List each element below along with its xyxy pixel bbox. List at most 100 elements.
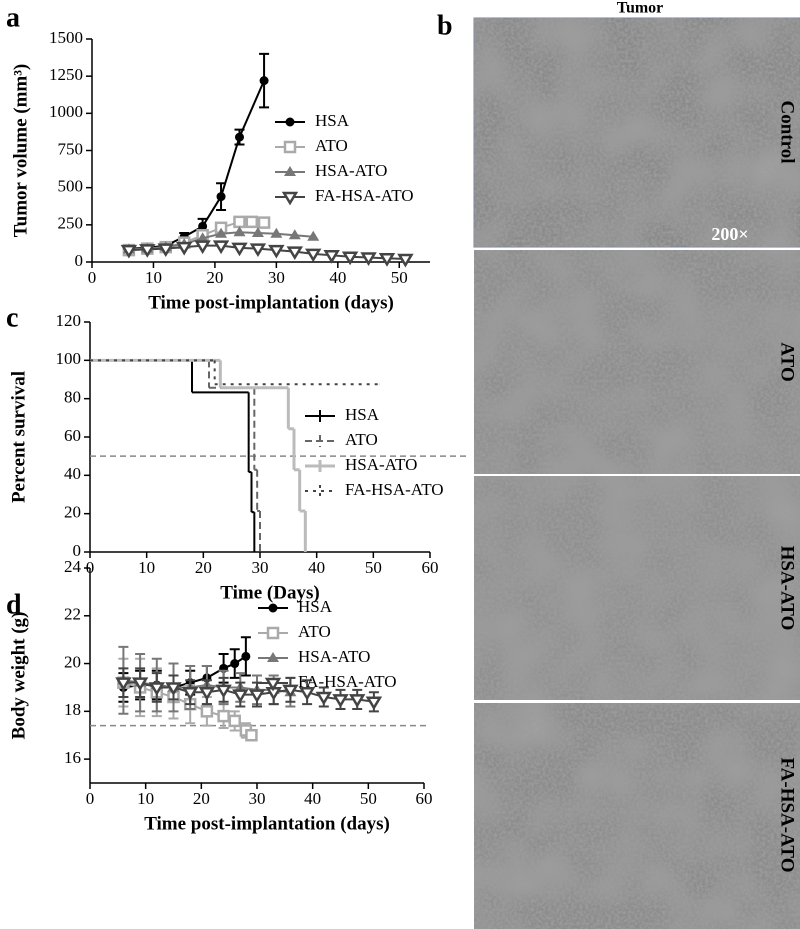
x-tick-label: 40 [308, 558, 325, 577]
marker [228, 714, 241, 728]
marker [248, 689, 266, 704]
y-tick-label: 18 [64, 700, 81, 719]
x-axis-label: Time post-implantation (days) [144, 813, 390, 834]
marker [175, 241, 193, 256]
y-tick-label: 60 [64, 426, 81, 445]
marker [305, 248, 322, 263]
marker [212, 240, 230, 255]
x-tick-label: 30 [268, 268, 285, 287]
y-tick-label: 100 [56, 349, 82, 368]
x-axis-label: Time (Days) [220, 582, 319, 603]
marker [115, 677, 132, 692]
marker [181, 686, 199, 701]
legend-label: ATO [298, 622, 331, 641]
y-axis-label: Body weight (g) [8, 612, 29, 740]
y-tick-label: 0 [75, 251, 84, 270]
marker [241, 651, 251, 661]
marker [282, 684, 299, 699]
panel-label: a [6, 2, 20, 33]
x-tick-label: 0 [88, 268, 97, 287]
panel-label: d [6, 589, 22, 620]
marker [268, 244, 285, 259]
legend-marker [267, 652, 279, 662]
marker [148, 682, 166, 696]
x-tick-label: 10 [137, 789, 154, 808]
marker [341, 251, 359, 266]
panel-label: c [6, 302, 18, 333]
row-label: FA-HSA-ATO [777, 757, 798, 872]
series-line [123, 681, 375, 703]
row-label: ATO [777, 342, 798, 381]
y-tick-label: 500 [58, 177, 84, 196]
marker [332, 694, 349, 708]
x-tick-label: 60 [416, 789, 433, 808]
marker [288, 229, 301, 240]
legend-label: HSA-ATO [345, 455, 417, 474]
marker [216, 192, 226, 202]
marker [131, 677, 149, 692]
marker [245, 215, 259, 229]
legend-marker [266, 626, 280, 640]
y-axis-label: Percent survival [8, 371, 29, 503]
marker [365, 696, 383, 711]
texture [474, 250, 800, 474]
panel-label: b [437, 10, 453, 41]
y-tick-label: 20 [64, 503, 81, 522]
marker [323, 250, 340, 264]
x-tick-label: 40 [304, 789, 321, 808]
marker [251, 227, 264, 238]
marker [249, 243, 267, 258]
row-label: HSA-ATO [777, 546, 798, 631]
x-tick-label: 10 [145, 268, 162, 287]
marker [257, 216, 271, 229]
marker [139, 244, 156, 258]
marker [270, 227, 283, 238]
legend-marker [281, 191, 299, 206]
legend-label: FA-HSA-ATO [345, 480, 444, 499]
x-tick-label: 50 [365, 558, 382, 577]
marker [233, 215, 246, 229]
legend-marker [285, 117, 295, 127]
x-tick-label: 20 [195, 558, 212, 577]
marker [286, 246, 304, 261]
legend-label: HSA-ATO [298, 647, 370, 666]
y-tick-label: 22 [64, 605, 81, 624]
legend-marker [268, 603, 278, 613]
x-tick-label: 10 [138, 558, 155, 577]
marker [198, 221, 208, 231]
y-tick-label: 1000 [49, 102, 83, 121]
marker [198, 686, 216, 701]
y-tick-label: 0 [73, 541, 82, 560]
texture [474, 18, 800, 247]
row-label: Control [777, 101, 798, 164]
y-tick-label: 120 [56, 311, 82, 330]
marker [234, 132, 244, 142]
marker [200, 705, 214, 718]
marker [194, 240, 211, 255]
x-tick-label: 50 [360, 789, 377, 808]
y-tick-label: 20 [64, 652, 81, 671]
marker [196, 232, 209, 243]
marker [120, 244, 138, 259]
y-tick-label: 750 [58, 139, 84, 158]
y-tick-label: 250 [58, 214, 84, 233]
legend-marker [284, 166, 296, 176]
y-tick-label: 24 [64, 557, 82, 576]
marker [298, 686, 316, 701]
marker [315, 691, 333, 706]
legend-label: HSA [315, 111, 350, 130]
marker [307, 230, 320, 241]
panel-title: Tumor [617, 0, 664, 17]
marker [215, 684, 232, 699]
marker [165, 682, 182, 696]
x-axis-label: Time post-implantation (days) [148, 292, 394, 313]
marker [230, 659, 240, 669]
marker [360, 252, 377, 266]
x-tick-label: 60 [422, 558, 439, 577]
legend-marker [264, 677, 282, 692]
marker [231, 242, 248, 257]
marker [217, 709, 230, 723]
marker [378, 253, 396, 267]
x-tick-label: 20 [206, 268, 223, 287]
